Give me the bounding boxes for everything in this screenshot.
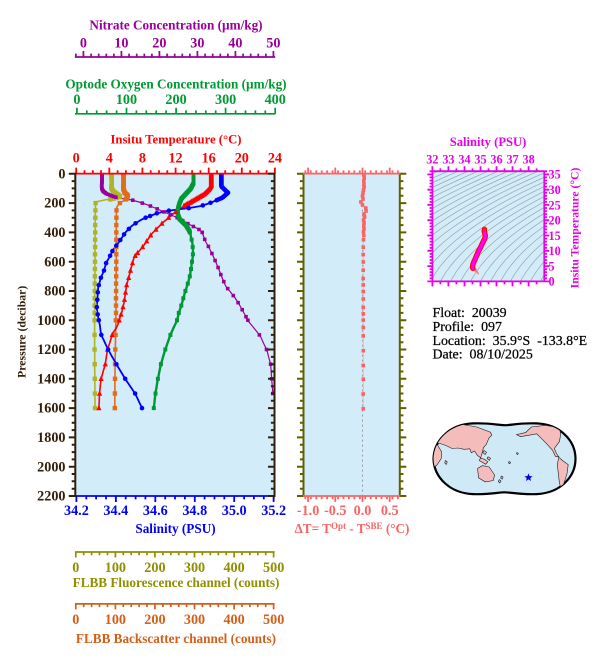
svg-text:0: 0	[73, 151, 80, 167]
svg-text:0: 0	[549, 275, 555, 289]
svg-text:Float: 20039: Float: 20039	[433, 306, 507, 321]
svg-text:Location: 35.9°S -133.8°E: Location: 35.9°S -133.8°E	[433, 334, 588, 349]
svg-text:2000: 2000	[37, 459, 65, 475]
svg-text:40: 40	[228, 36, 242, 52]
svg-text:37: 37	[506, 153, 518, 167]
svg-text:Profile: 097: Profile: 097	[433, 320, 503, 335]
svg-text:0: 0	[72, 560, 79, 576]
svg-text:Insitu Temperature (°C): Insitu Temperature (°C)	[110, 133, 241, 147]
svg-text:35.0: 35.0	[222, 503, 247, 519]
svg-text:34.6: 34.6	[143, 503, 168, 519]
svg-text:35: 35	[549, 168, 561, 182]
svg-text:300: 300	[215, 92, 236, 108]
svg-text:20: 20	[235, 151, 249, 167]
svg-text:24: 24	[268, 151, 282, 167]
svg-text:400: 400	[223, 612, 244, 628]
svg-text:-1.0: -1.0	[297, 503, 319, 519]
svg-text:FLBB Fluorescence channel (cou: FLBB Fluorescence channel (counts)	[73, 575, 280, 590]
svg-text:8: 8	[139, 151, 146, 167]
svg-text:30: 30	[190, 36, 204, 52]
svg-text:25: 25	[549, 198, 561, 212]
svg-text:Optode Oxygen Concentration (µ: Optode Oxygen Concentration (µm/kg)	[65, 77, 286, 92]
svg-text:0.5: 0.5	[381, 503, 399, 519]
svg-text:500: 500	[263, 560, 284, 576]
svg-text:38: 38	[522, 153, 534, 167]
svg-text:36: 36	[490, 153, 502, 167]
svg-text:Insitu Temperature (°C): Insitu Temperature (°C)	[569, 168, 582, 289]
svg-text:Salinity (PSU): Salinity (PSU)	[450, 135, 527, 149]
svg-text:Salinity (PSU): Salinity (PSU)	[135, 521, 215, 536]
svg-text:200: 200	[144, 560, 165, 576]
svg-text:200: 200	[144, 612, 165, 628]
svg-text:50: 50	[266, 36, 280, 52]
svg-text:500: 500	[263, 612, 284, 628]
svg-text:-0.5: -0.5	[324, 503, 346, 519]
svg-text:100: 100	[116, 92, 137, 108]
svg-text:20: 20	[549, 214, 561, 228]
svg-text:15: 15	[549, 229, 561, 243]
svg-text:400: 400	[223, 560, 244, 576]
svg-text:400: 400	[44, 225, 65, 241]
svg-text:30: 30	[549, 183, 561, 197]
svg-text:4: 4	[106, 151, 113, 167]
svg-text:Pressure (decibar): Pressure (decibar)	[15, 286, 29, 378]
svg-text:34.2: 34.2	[64, 503, 89, 519]
svg-text:5: 5	[549, 259, 555, 273]
svg-text:35: 35	[474, 153, 486, 167]
svg-text:34: 34	[458, 153, 470, 167]
svg-text:300: 300	[184, 612, 205, 628]
svg-text:200: 200	[165, 92, 186, 108]
svg-text:300: 300	[184, 560, 205, 576]
svg-text:10: 10	[114, 36, 128, 52]
svg-text:1400: 1400	[37, 371, 65, 387]
svg-text:0: 0	[73, 92, 80, 108]
svg-text:ΔT= TOpt - TSBE (°C): ΔT= TOpt - TSBE (°C)	[295, 521, 410, 536]
svg-text:100: 100	[105, 560, 126, 576]
svg-text:0: 0	[72, 612, 79, 628]
svg-text:32: 32	[426, 153, 438, 167]
svg-text:1200: 1200	[37, 342, 65, 358]
svg-text:1600: 1600	[37, 401, 65, 417]
svg-text:600: 600	[44, 254, 65, 270]
svg-text:34.8: 34.8	[182, 503, 207, 519]
svg-text:FLBB Backscatter channel (coun: FLBB Backscatter channel (counts)	[76, 631, 276, 646]
svg-text:800: 800	[44, 284, 65, 300]
svg-text:1000: 1000	[37, 313, 65, 329]
svg-text:0: 0	[80, 36, 87, 52]
svg-text:20: 20	[152, 36, 166, 52]
svg-text:34.4: 34.4	[103, 503, 128, 519]
svg-text:0: 0	[58, 166, 65, 182]
svg-text:200: 200	[44, 196, 65, 212]
svg-text:33: 33	[442, 153, 454, 167]
svg-text:35.2: 35.2	[261, 503, 286, 519]
svg-text:400: 400	[265, 92, 286, 108]
svg-text:Date: 08/10/2025: Date: 08/10/2025	[433, 348, 533, 363]
svg-text:100: 100	[105, 612, 126, 628]
svg-text:16: 16	[202, 151, 216, 167]
svg-text:2200: 2200	[37, 489, 65, 505]
svg-text:12: 12	[168, 151, 182, 167]
svg-text:1800: 1800	[37, 430, 65, 446]
svg-text:0.0: 0.0	[354, 503, 372, 519]
svg-text:Nitrate Concentration (µm/kg): Nitrate Concentration (µm/kg)	[89, 18, 262, 33]
svg-text:10: 10	[549, 244, 561, 258]
